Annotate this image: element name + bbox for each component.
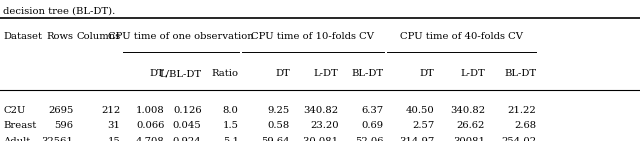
Text: L/BL-DT: L/BL-DT [159,69,202,78]
Text: 212: 212 [101,106,120,115]
Text: C2U: C2U [3,106,26,115]
Text: Adult: Adult [3,137,31,141]
Text: 52.06: 52.06 [355,137,384,141]
Text: 254.02: 254.02 [501,137,536,141]
Text: CPU time of 40-folds CV: CPU time of 40-folds CV [400,32,523,41]
Text: 30 081: 30 081 [303,137,339,141]
Text: 1.008: 1.008 [136,106,164,115]
Text: BL-DT: BL-DT [352,69,384,78]
Text: 8.0: 8.0 [223,106,239,115]
Text: 6.37: 6.37 [362,106,384,115]
Text: 314.97: 314.97 [399,137,435,141]
Text: 15: 15 [108,137,120,141]
Text: 0.69: 0.69 [362,121,384,130]
Text: 26.62: 26.62 [457,121,485,130]
Text: L-DT: L-DT [460,69,485,78]
Text: Breast: Breast [3,121,36,130]
Text: 23.20: 23.20 [310,121,339,130]
Text: 1.5: 1.5 [223,121,239,130]
Text: 340.82: 340.82 [303,106,339,115]
Text: BL-DT: BL-DT [504,69,536,78]
Text: 21.22: 21.22 [508,106,536,115]
Text: 0.126: 0.126 [173,106,202,115]
Text: CPU time of one observation: CPU time of one observation [108,32,253,41]
Text: 0.924: 0.924 [173,137,202,141]
Text: 59.64: 59.64 [261,137,290,141]
Text: 31: 31 [108,121,120,130]
Text: 40.50: 40.50 [406,106,435,115]
Text: L-DT: L-DT [314,69,339,78]
Text: 2695: 2695 [48,106,74,115]
Text: DT: DT [150,69,164,78]
Text: 4.708: 4.708 [136,137,164,141]
Text: Ratio: Ratio [212,69,239,78]
Text: Rows: Rows [47,32,74,41]
Text: 340.82: 340.82 [450,106,485,115]
Text: DT: DT [420,69,435,78]
Text: Columns: Columns [76,32,120,41]
Text: decision tree (BL-DT).: decision tree (BL-DT). [3,6,115,15]
Text: 32561: 32561 [42,137,74,141]
Text: 2.57: 2.57 [412,121,435,130]
Text: 0.58: 0.58 [268,121,290,130]
Text: 30081: 30081 [453,137,485,141]
Text: 5.1: 5.1 [223,137,239,141]
Text: 0.045: 0.045 [173,121,202,130]
Text: Dataset: Dataset [3,32,42,41]
Text: 9.25: 9.25 [268,106,290,115]
Text: 596: 596 [54,121,74,130]
Text: DT: DT [275,69,290,78]
Text: 2.68: 2.68 [514,121,536,130]
Text: CPU time of 10-folds CV: CPU time of 10-folds CV [252,32,374,41]
Text: 0.066: 0.066 [136,121,164,130]
